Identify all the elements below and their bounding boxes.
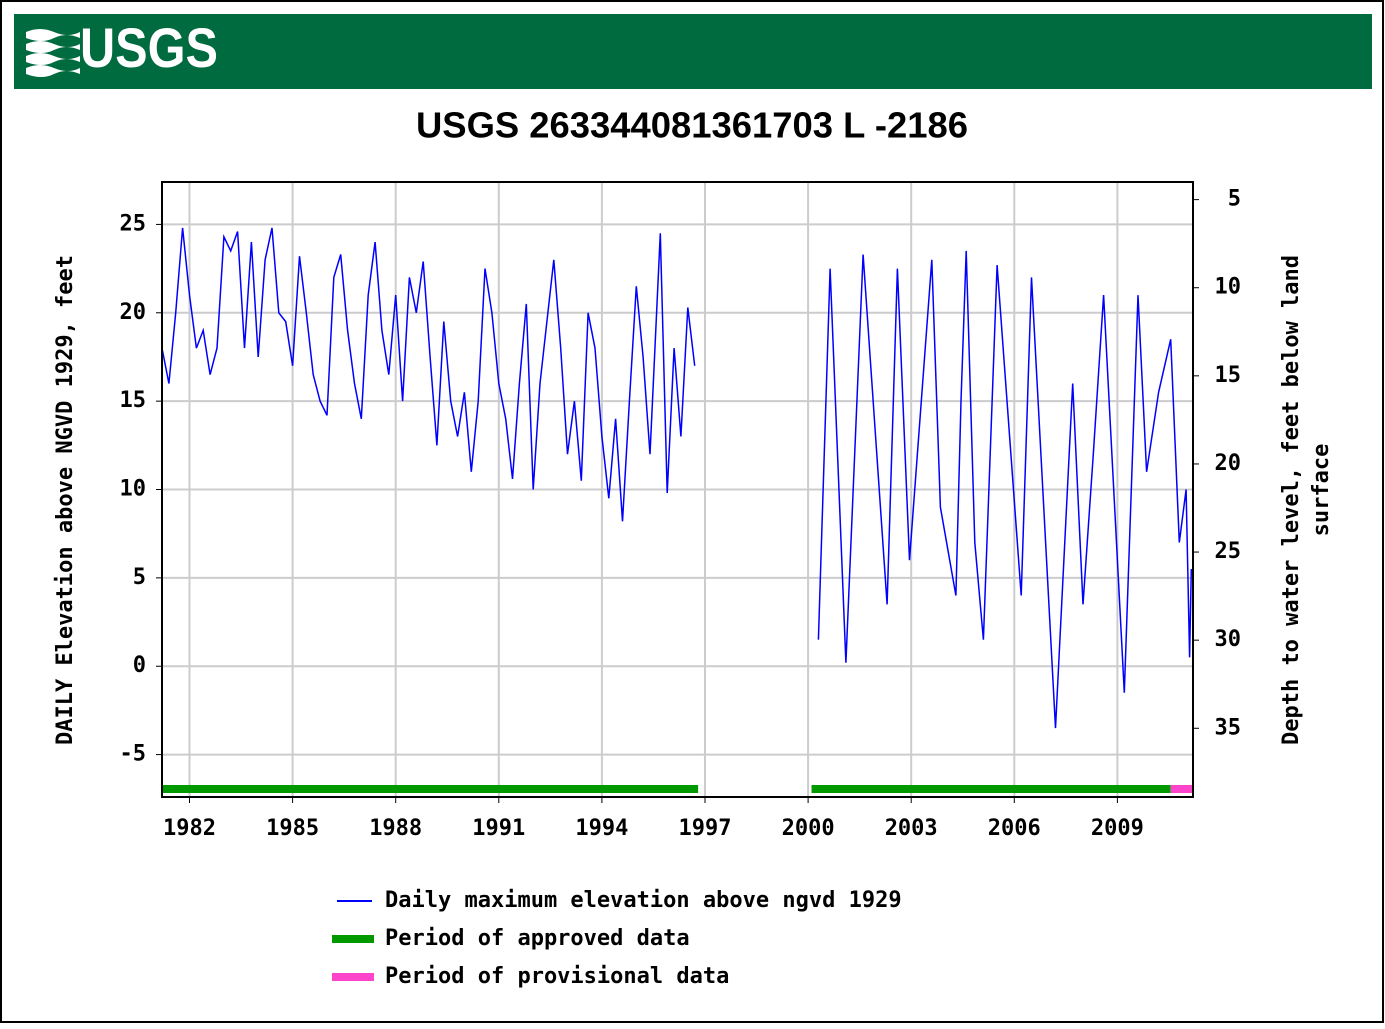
x-tick-label: 2006 <box>988 816 1041 841</box>
y-tick-label: 25 <box>120 211 147 236</box>
legend-label: Daily maximum elevation above ngvd 1929 <box>385 888 902 913</box>
x-tick-label: 1982 <box>163 816 216 841</box>
period-bar <box>811 785 1171 793</box>
y2-axis-label: Depth to water level, feet below land <box>1279 255 1304 745</box>
x-tick-label: 2009 <box>1091 816 1144 841</box>
x-tick-label: 1991 <box>472 816 525 841</box>
y2-tick-label: 10 <box>1215 275 1242 300</box>
legend-label: Period of provisional data <box>385 964 729 989</box>
data-line <box>161 227 1193 729</box>
plot-frame <box>161 181 1194 798</box>
y2-axis-label: surface <box>1309 444 1334 537</box>
x-tick-label: 1988 <box>369 816 422 841</box>
y2-tick-label: 20 <box>1215 451 1242 476</box>
legend-swatch <box>332 935 374 943</box>
x-tick-label: 1985 <box>266 816 319 841</box>
y2-tick-label: 30 <box>1215 627 1242 652</box>
y-tick-label: 5 <box>133 565 146 590</box>
logo-icon <box>26 29 80 77</box>
logo-text: USGS <box>80 16 218 79</box>
y-tick-label: 20 <box>120 300 147 325</box>
y-tick-label: 0 <box>133 653 146 678</box>
x-tick-label: 2000 <box>782 816 835 841</box>
y-tick-label: 10 <box>120 477 147 502</box>
y2-tick-label: 5 <box>1228 187 1241 212</box>
period-bar <box>162 785 699 793</box>
legend-label: Period of approved data <box>385 926 690 951</box>
y2-tick-label: 15 <box>1215 363 1242 388</box>
chart-title: USGS 263344081361703 L -2186 <box>416 105 968 146</box>
x-tick-label: 1997 <box>679 816 732 841</box>
legend-swatch <box>332 973 374 981</box>
period-bar <box>1170 785 1193 793</box>
y2-tick-label: 25 <box>1215 539 1242 564</box>
x-tick-label: 1994 <box>575 816 628 841</box>
y-tick-label: 15 <box>120 388 147 413</box>
y-axis-label: DAILY Elevation above NGVD 1929, feet <box>53 255 78 745</box>
x-tick-label: 2003 <box>885 816 938 841</box>
y-tick-label: -5 <box>120 742 147 767</box>
y2-tick-label: 35 <box>1215 715 1242 740</box>
header-band <box>14 14 1372 89</box>
